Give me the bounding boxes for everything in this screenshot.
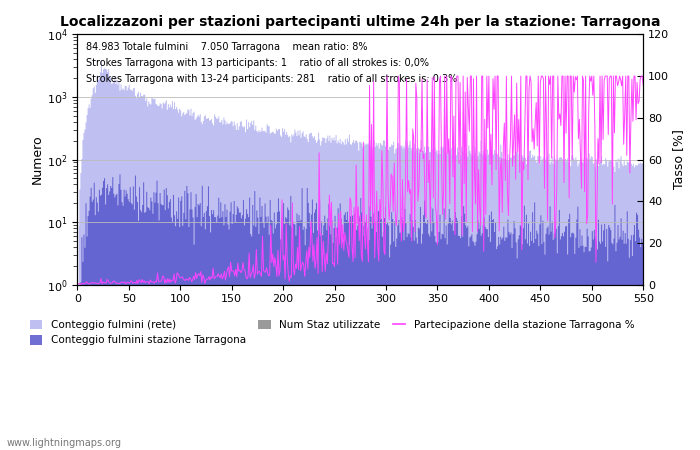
Title: Localizzazoni per stazioni partecipanti ultime 24h per la stazione: Tarragona: Localizzazoni per stazioni partecipanti … (60, 15, 661, 29)
Y-axis label: Numero: Numero (31, 135, 44, 184)
Text: www.lightningmaps.org: www.lightningmaps.org (7, 438, 122, 448)
Text: Strokes Tarragona with 13 participants: 1    ratio of all strokes is: 0,0%: Strokes Tarragona with 13 participants: … (86, 58, 429, 68)
Legend: Conteggio fulmini (rete), Conteggio fulmini stazione Tarragona, Num Staz utilizz: Conteggio fulmini (rete), Conteggio fulm… (26, 315, 638, 350)
Text: Strokes Tarragona with 13-24 participants: 281    ratio of all strokes is: 0,3%: Strokes Tarragona with 13-24 participant… (86, 74, 457, 85)
Y-axis label: Tasso [%]: Tasso [%] (672, 130, 685, 189)
Text: 84.983 Totale fulmini    7.050 Tarragona    mean ratio: 8%: 84.983 Totale fulmini 7.050 Tarragona me… (86, 42, 368, 52)
